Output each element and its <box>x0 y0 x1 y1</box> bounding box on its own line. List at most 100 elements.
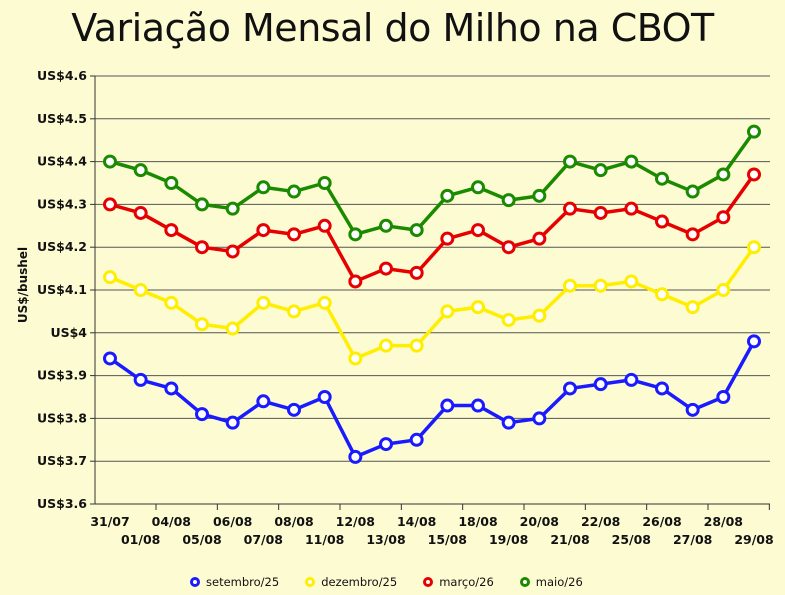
data-point <box>379 218 393 233</box>
legend-marker-icon <box>305 577 316 587</box>
data-point <box>563 201 577 216</box>
data-point <box>716 390 731 404</box>
data-point <box>348 351 363 366</box>
legend-item: dezembro/25 <box>305 575 397 589</box>
data-point <box>624 274 639 289</box>
data-point <box>501 415 516 430</box>
x-tick-label: 19/08 <box>489 532 528 547</box>
data-point <box>532 308 547 323</box>
data-point <box>563 381 577 396</box>
legend-marker-icon <box>519 577 530 587</box>
data-point <box>501 240 516 255</box>
data-point <box>287 184 301 199</box>
data-point <box>225 201 240 216</box>
data-point <box>532 188 547 203</box>
data-point <box>716 210 731 225</box>
data-point <box>685 227 700 242</box>
data-point <box>133 163 148 178</box>
x-tick-label: 29/08 <box>734 532 773 547</box>
data-point <box>501 312 516 327</box>
data-point <box>593 278 608 293</box>
legend-label: maio/26 <box>535 575 583 589</box>
data-point <box>409 265 424 280</box>
data-point <box>440 304 455 319</box>
data-point <box>164 295 179 310</box>
data-point <box>103 270 117 285</box>
y-tick-label: US$3.7 <box>37 453 87 468</box>
data-point <box>133 283 148 297</box>
data-point <box>471 398 485 413</box>
data-point <box>655 381 669 396</box>
legend-label: dezembro/25 <box>321 575 398 589</box>
data-point <box>655 171 669 186</box>
x-tick-label: 22/08 <box>581 514 620 529</box>
data-point <box>655 287 669 302</box>
legend-label: março/26 <box>439 575 494 589</box>
y-tick-label: US$4.5 <box>37 111 87 126</box>
data-point <box>195 197 209 212</box>
data-point <box>256 223 271 238</box>
data-point <box>379 261 393 276</box>
data-point <box>164 381 179 396</box>
data-point <box>440 188 455 203</box>
data-point <box>195 240 209 255</box>
x-tick-label: 13/08 <box>366 532 405 547</box>
x-tick-label: 04/08 <box>152 514 191 529</box>
data-point <box>593 205 608 220</box>
x-tick-label: 11/08 <box>305 532 344 547</box>
series-line <box>109 246 756 361</box>
data-point <box>225 321 240 336</box>
data-point <box>532 231 547 246</box>
data-point <box>348 274 363 289</box>
x-tick-label: 14/08 <box>397 514 436 529</box>
data-point <box>287 227 301 242</box>
data-point <box>471 300 485 315</box>
data-point <box>256 394 271 409</box>
data-point <box>593 163 608 178</box>
data-point <box>501 193 516 208</box>
x-tick-label: 31/07 <box>90 514 129 529</box>
data-point <box>164 223 179 238</box>
data-point <box>409 223 424 238</box>
data-point <box>379 437 393 452</box>
x-tick-label: 06/08 <box>213 514 252 529</box>
data-point <box>624 372 639 387</box>
data-point <box>287 304 301 319</box>
data-point <box>563 154 577 169</box>
data-point <box>624 201 639 216</box>
y-tick-label: US$4.4 <box>37 154 87 169</box>
x-tick-label: 25/08 <box>612 532 651 547</box>
y-tick-label: US$4 <box>50 325 87 340</box>
data-point <box>195 407 209 422</box>
line-chart: US$3.6 US$3.7 US$3.8 US$3.9 US$4 US$4.1 US$4.2… <box>37 68 774 547</box>
data-point <box>685 402 700 417</box>
series-line <box>108 340 756 459</box>
data-point <box>685 184 700 199</box>
data-point <box>747 240 761 255</box>
data-point <box>348 449 363 464</box>
data-point <box>471 180 485 195</box>
legend-marker-icon <box>423 577 434 587</box>
x-tick-label: 12/08 <box>336 514 375 529</box>
data-point <box>256 295 271 310</box>
x-tick-label: 07/08 <box>244 532 283 547</box>
data-point <box>379 338 393 353</box>
series-line <box>109 173 756 284</box>
data-point <box>317 218 332 233</box>
data-point <box>348 227 363 242</box>
x-tick-label: 28/08 <box>704 514 743 529</box>
chart-title: Variação Mensal do Milho na CBOT <box>71 6 714 50</box>
data-point <box>103 154 117 169</box>
x-tick-label: 18/08 <box>458 514 497 529</box>
y-tick-label: US$4.6 <box>37 68 87 83</box>
legend-marker-icon <box>190 577 200 587</box>
data-point <box>716 167 731 182</box>
data-point <box>225 415 240 430</box>
data-point <box>409 338 424 353</box>
x-tick-label: 05/08 <box>182 532 221 547</box>
y-tick-label: US$3.6 <box>37 496 87 511</box>
data-point <box>747 334 761 349</box>
data-point <box>655 214 669 229</box>
y-tick-label: US$4.2 <box>37 239 87 254</box>
data-point <box>532 411 547 426</box>
